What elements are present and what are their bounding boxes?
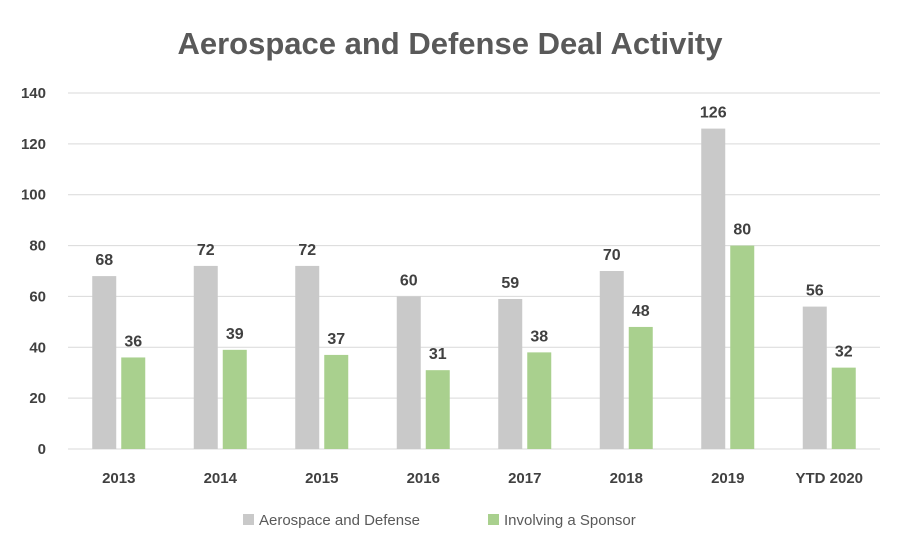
data-label: 59 xyxy=(501,275,519,292)
chart-title: Aerospace and Defense Deal Activity xyxy=(177,26,723,61)
bar-involving-a-sponsor xyxy=(831,367,856,449)
bar-aerospace-and-defense xyxy=(802,306,827,449)
data-label: 36 xyxy=(124,333,142,350)
data-label: 70 xyxy=(603,247,621,264)
gridlines xyxy=(68,92,880,450)
x-category-label: YTD 2020 xyxy=(795,470,863,487)
bar-aerospace-and-defense xyxy=(193,265,218,449)
y-tick-label: 60 xyxy=(29,288,46,305)
x-category-label: 2015 xyxy=(305,470,338,487)
data-label: 56 xyxy=(806,283,824,300)
y-axis-ticks: 0 20 40 60 80 100 120 140 xyxy=(21,85,46,458)
bar-involving-a-sponsor xyxy=(730,245,755,449)
data-labels: 68 36 72 39 72 37 60 31 59 38 70 48 126 80 56 32 xyxy=(95,105,852,364)
y-tick-label: 40 xyxy=(29,339,46,356)
data-label: 126 xyxy=(700,105,727,122)
bars xyxy=(92,128,856,449)
bar-aerospace-and-defense xyxy=(498,298,523,449)
data-label: 37 xyxy=(327,331,345,348)
legend-label: Aerospace and Defense xyxy=(259,512,420,529)
data-label: 38 xyxy=(530,328,548,345)
data-label: 32 xyxy=(835,344,853,361)
bar-aerospace-and-defense xyxy=(396,296,421,449)
bar-involving-a-sponsor xyxy=(628,326,653,449)
bar-aerospace-and-defense xyxy=(599,271,624,449)
bar-involving-a-sponsor xyxy=(425,370,450,449)
x-category-label: 2013 xyxy=(102,470,135,487)
legend: Aerospace and Defense Involving a Sponsor xyxy=(243,512,636,529)
legend-label: Involving a Sponsor xyxy=(504,512,636,529)
y-tick-label: 80 xyxy=(29,238,46,255)
x-category-label: 2018 xyxy=(610,470,643,487)
x-category-label: 2016 xyxy=(407,470,440,487)
data-label: 80 xyxy=(733,222,751,239)
data-label: 60 xyxy=(400,272,418,289)
data-label: 39 xyxy=(226,326,244,343)
bar-aerospace-and-defense xyxy=(92,276,117,449)
bar-involving-a-sponsor xyxy=(121,357,146,449)
bar-involving-a-sponsor xyxy=(324,354,349,449)
data-label: 48 xyxy=(632,303,650,320)
data-label: 68 xyxy=(95,252,113,269)
data-label: 31 xyxy=(429,346,447,363)
bar-aerospace-and-defense xyxy=(701,128,726,449)
y-tick-label: 0 xyxy=(38,441,46,458)
y-tick-label: 140 xyxy=(21,85,46,102)
bar-aerospace-and-defense xyxy=(295,265,320,449)
y-tick-label: 100 xyxy=(21,187,46,204)
y-tick-label: 20 xyxy=(29,390,46,407)
x-axis-categories: 2013 2014 2015 2016 2017 2018 2019 YTD 2020 xyxy=(102,470,863,487)
data-label: 72 xyxy=(197,242,215,259)
y-tick-label: 120 xyxy=(21,136,46,153)
legend-swatch xyxy=(243,514,254,525)
x-category-label: 2014 xyxy=(204,470,238,487)
bar-involving-a-sponsor xyxy=(222,349,247,449)
legend-swatch xyxy=(488,514,499,525)
x-category-label: 2019 xyxy=(711,470,744,487)
data-label: 72 xyxy=(298,242,316,259)
x-category-label: 2017 xyxy=(508,470,541,487)
bar-involving-a-sponsor xyxy=(527,352,552,449)
